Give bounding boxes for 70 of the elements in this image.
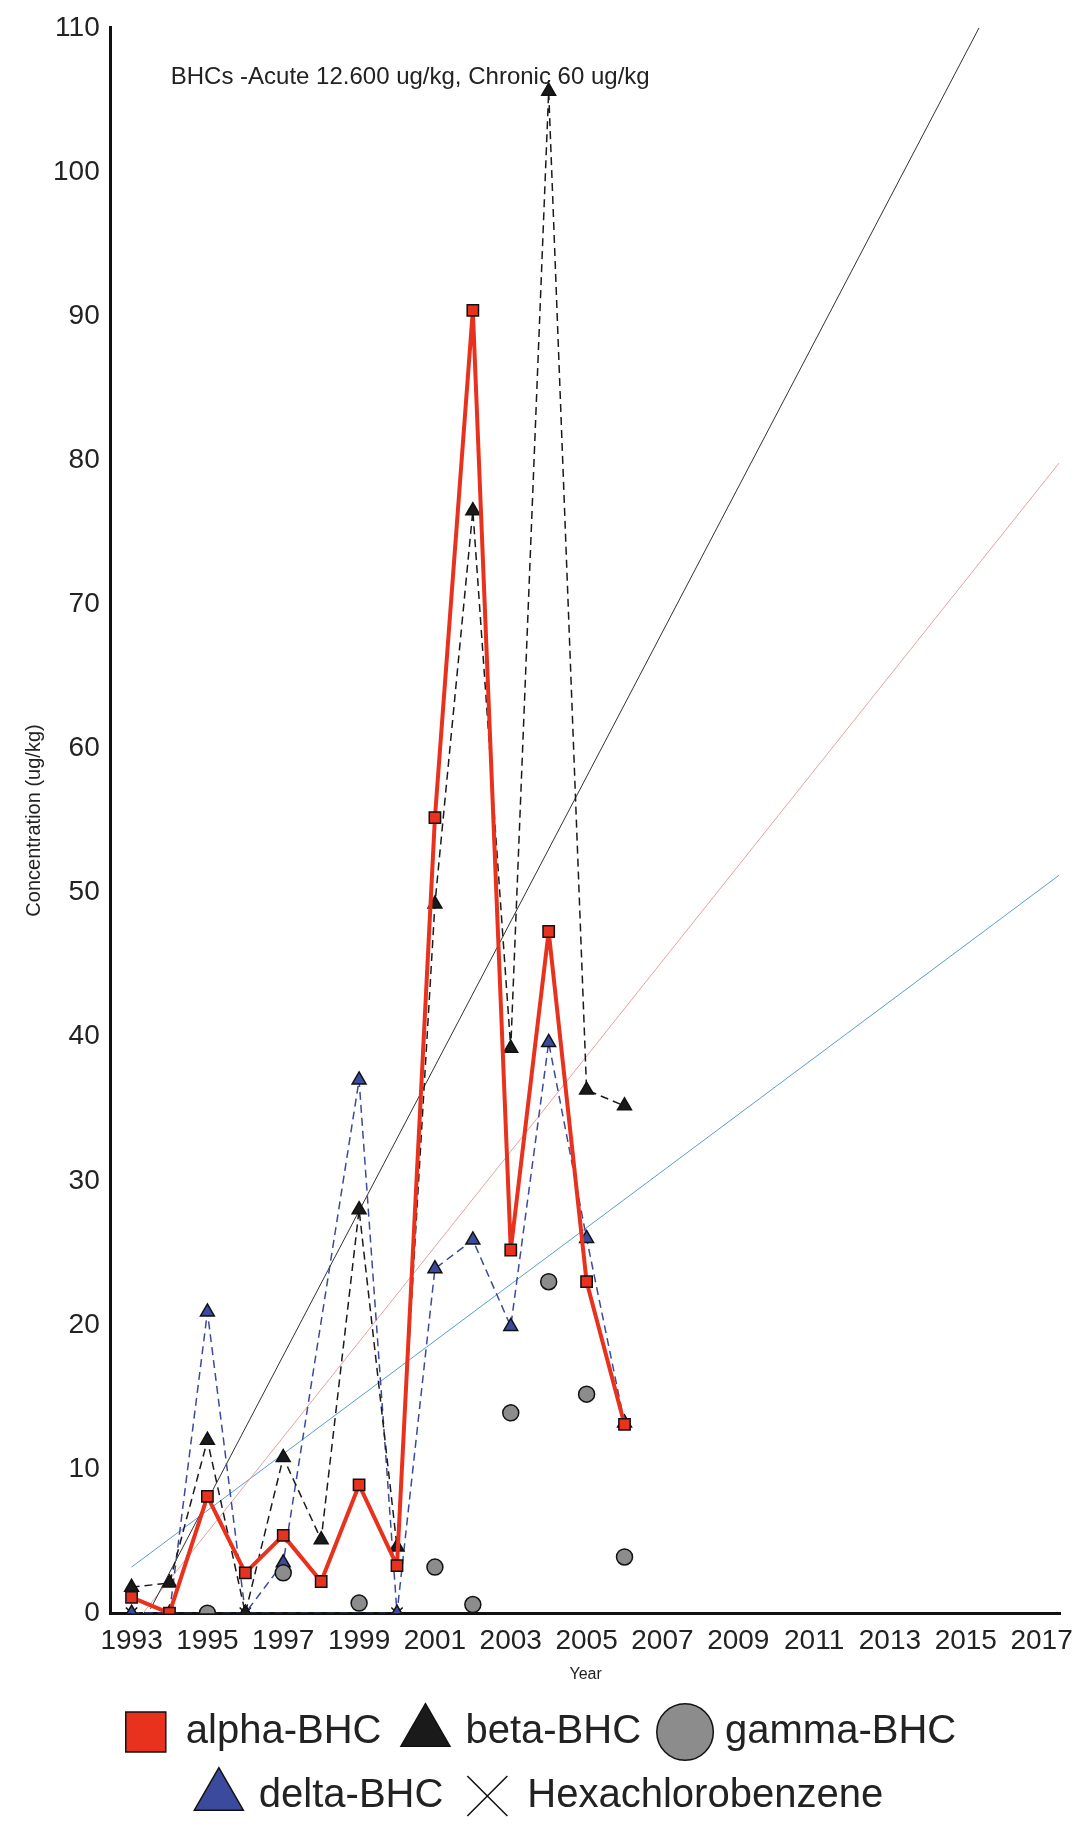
y-tick-label: 60 bbox=[68, 731, 100, 763]
y-tick-label: 30 bbox=[68, 1163, 100, 1195]
point bbox=[275, 1448, 291, 1463]
point bbox=[123, 1578, 140, 1593]
point bbox=[578, 1081, 595, 1095]
point bbox=[580, 1275, 593, 1289]
point bbox=[464, 1595, 482, 1614]
point bbox=[238, 1566, 252, 1580]
y-tick-label: 110 bbox=[55, 10, 100, 42]
point bbox=[125, 1590, 138, 1604]
legend-label: beta-BHC bbox=[465, 1707, 642, 1752]
x-tick-label: 2011 bbox=[784, 1623, 845, 1655]
point bbox=[351, 1071, 367, 1085]
point bbox=[390, 1559, 404, 1573]
point bbox=[201, 1490, 214, 1503]
point bbox=[199, 1431, 216, 1445]
point bbox=[199, 1303, 216, 1317]
point bbox=[615, 1548, 634, 1566]
x-tick-label: 2005 bbox=[555, 1623, 618, 1655]
y-axis-title: Concentration (ug/kg) bbox=[21, 724, 44, 917]
point bbox=[618, 1417, 631, 1431]
point bbox=[465, 501, 481, 516]
y-tick-label: 10 bbox=[68, 1451, 100, 1483]
point bbox=[426, 1558, 444, 1576]
y-tick-label: 0 bbox=[84, 1595, 100, 1627]
point bbox=[428, 811, 442, 825]
point bbox=[466, 303, 480, 317]
legend-label: alpha-BHC bbox=[185, 1707, 382, 1752]
point bbox=[542, 925, 556, 938]
point bbox=[313, 1530, 329, 1545]
y-tick-label: 70 bbox=[68, 587, 100, 619]
x-tick-label: 2003 bbox=[479, 1623, 542, 1655]
point bbox=[541, 82, 557, 96]
x-tick-label: 2015 bbox=[934, 1623, 997, 1655]
x-tick-label: 1999 bbox=[327, 1623, 391, 1655]
point bbox=[161, 1574, 178, 1588]
point bbox=[541, 1033, 557, 1048]
point bbox=[502, 1404, 520, 1422]
point bbox=[274, 1564, 292, 1582]
point bbox=[350, 1594, 368, 1612]
x-tick-label: 2007 bbox=[631, 1623, 694, 1655]
point bbox=[276, 1528, 290, 1542]
y-tick-label: 40 bbox=[68, 1019, 100, 1051]
point bbox=[351, 1200, 367, 1215]
point bbox=[577, 1385, 596, 1403]
y-tick-label: 20 bbox=[68, 1307, 100, 1339]
y-tick-label: 100 bbox=[53, 154, 100, 186]
legend-label: Hexachlorobenzene bbox=[527, 1771, 884, 1816]
x-tick-label: 2013 bbox=[858, 1623, 922, 1655]
y-tick-label: 80 bbox=[68, 442, 100, 474]
point bbox=[427, 1259, 443, 1274]
y-tick-label: 90 bbox=[68, 298, 100, 330]
y-tick-label: 50 bbox=[68, 875, 100, 907]
point bbox=[504, 1243, 518, 1257]
x-axis-title: Year bbox=[569, 1664, 603, 1682]
x-tick-label: 2017 bbox=[1010, 1623, 1073, 1655]
x-tick-label: 1997 bbox=[252, 1623, 315, 1655]
legend-label: gamma-BHC bbox=[725, 1707, 957, 1752]
point bbox=[465, 1231, 481, 1245]
annotation: BHCs -Acute 12.600 ug/kg, Chronic 60 ug/kg bbox=[170, 62, 650, 90]
point bbox=[503, 1317, 519, 1332]
point bbox=[314, 1575, 328, 1588]
x-tick-label: 2001 bbox=[403, 1623, 467, 1655]
point bbox=[503, 1039, 519, 1053]
x-tick-label: 1993 bbox=[100, 1623, 163, 1655]
point bbox=[616, 1097, 633, 1111]
point bbox=[539, 1272, 558, 1291]
legend-label: delta-BHC bbox=[258, 1771, 444, 1816]
x-tick-label: 2009 bbox=[707, 1623, 770, 1655]
x-tick-label: 1995 bbox=[176, 1623, 239, 1655]
